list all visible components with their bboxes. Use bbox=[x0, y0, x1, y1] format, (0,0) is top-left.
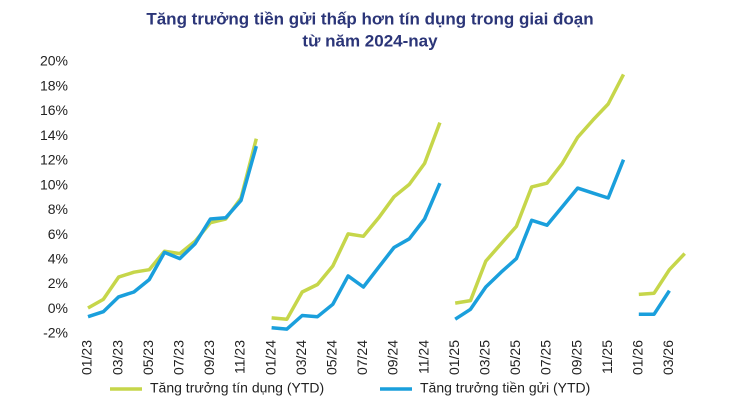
x-tick-label: 01/23 bbox=[79, 340, 95, 375]
series-line bbox=[638, 252, 686, 297]
x-tick-label: 09/23 bbox=[201, 340, 217, 375]
series-line bbox=[454, 73, 626, 305]
x-tick-label: 05/24 bbox=[324, 340, 340, 375]
legend-label: Tăng trưởng tín dụng (YTD) bbox=[150, 380, 324, 396]
x-tick-label: 03/24 bbox=[293, 340, 309, 375]
x-tick-label: 07/25 bbox=[538, 340, 554, 375]
x-tick-label: 03/26 bbox=[660, 340, 676, 375]
legend-label: Tăng trưởng tiền gửi (YTD) bbox=[420, 380, 590, 396]
series-line bbox=[87, 138, 258, 310]
chart-title: từ năm 2024-nay bbox=[302, 31, 438, 50]
y-tick-label: 4% bbox=[48, 251, 68, 267]
chart-title: Tăng trưởng tiền gửi thấp hơn tín dụng t… bbox=[146, 9, 593, 28]
x-tick-label: 01/26 bbox=[630, 340, 646, 375]
x-tick-label: 03/23 bbox=[109, 340, 125, 375]
x-tick-label: 05/23 bbox=[140, 340, 156, 375]
x-tick-label: 09/24 bbox=[385, 340, 401, 375]
y-tick-label: 0% bbox=[48, 300, 68, 316]
y-tick-label: 12% bbox=[40, 152, 68, 168]
series-line bbox=[638, 289, 671, 316]
y-tick-label: 2% bbox=[48, 275, 68, 291]
x-tick-label: 01/25 bbox=[446, 340, 462, 375]
x-tick-label: 09/25 bbox=[568, 340, 584, 375]
series-line bbox=[271, 121, 442, 321]
y-tick-label: 14% bbox=[40, 127, 68, 143]
x-tick-label: 05/25 bbox=[507, 340, 523, 375]
y-tick-label: 10% bbox=[40, 176, 68, 192]
y-tick-label: 18% bbox=[40, 77, 68, 93]
y-tick-label: 20% bbox=[40, 53, 68, 69]
series-line bbox=[87, 145, 258, 319]
y-tick-label: 6% bbox=[48, 226, 68, 242]
x-tick-label: 03/25 bbox=[477, 340, 493, 375]
series-line bbox=[271, 182, 442, 331]
x-tick-label: 07/23 bbox=[171, 340, 187, 375]
x-tick-label: 07/24 bbox=[354, 340, 370, 375]
y-tick-label: 8% bbox=[48, 201, 68, 217]
x-tick-label: 11/24 bbox=[415, 340, 431, 374]
x-tick-label: 01/24 bbox=[262, 340, 278, 375]
series-line bbox=[454, 159, 626, 321]
x-tick-label: 11/25 bbox=[599, 340, 615, 374]
x-tick-label: 11/23 bbox=[232, 340, 248, 374]
y-tick-label: -2% bbox=[43, 325, 68, 341]
y-tick-label: 16% bbox=[40, 102, 68, 118]
